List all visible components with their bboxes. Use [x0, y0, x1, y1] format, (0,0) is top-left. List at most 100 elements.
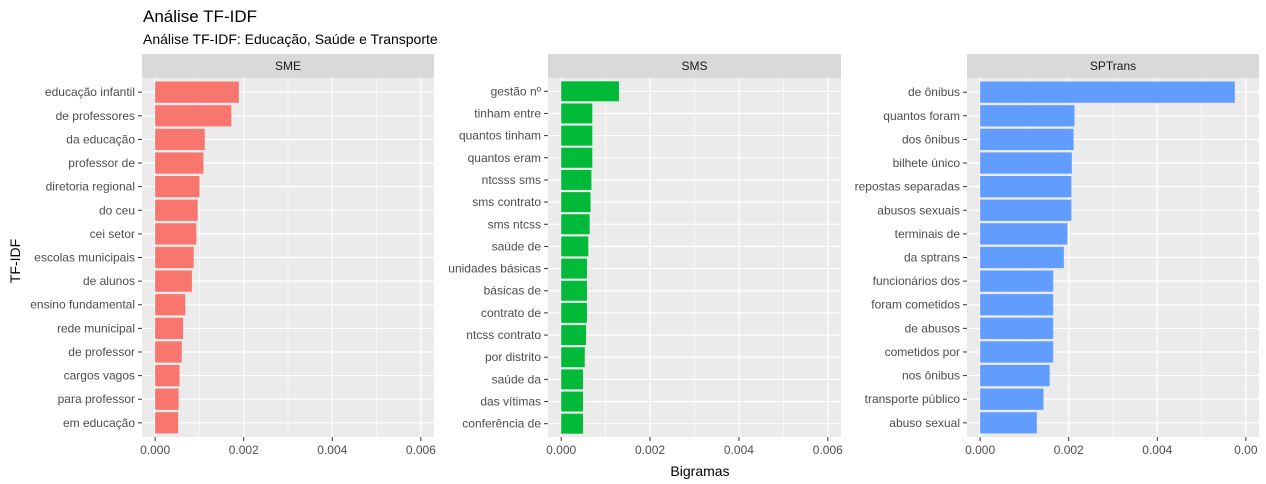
- bar: [980, 341, 1054, 363]
- y-tick-label: tinham entre: [474, 106, 541, 120]
- y-tick-label: quantos tinham: [459, 129, 541, 143]
- y-tick-label: terminais de: [895, 227, 961, 241]
- x-tick-label: 0.000: [546, 443, 576, 457]
- y-tick-label: nos ônibus: [902, 369, 960, 383]
- y-tick-label: saúde da: [492, 372, 542, 386]
- bar: [155, 176, 200, 198]
- y-tick-label: para professor: [58, 392, 135, 406]
- bar: [155, 270, 192, 292]
- y-tick-label: abuso sexual: [889, 416, 960, 430]
- y-tick-label: de abusos: [905, 321, 960, 335]
- bar: [155, 81, 239, 103]
- y-tick-label: de professor: [68, 345, 135, 359]
- bar: [155, 294, 186, 316]
- facet-strip: [967, 54, 1259, 78]
- bar: [980, 270, 1054, 292]
- y-tick-label: das vítimas: [480, 395, 541, 409]
- y-tick-label: cei setor: [90, 227, 135, 241]
- facet-strip-label: SME: [275, 59, 301, 73]
- bar: [155, 199, 198, 221]
- bar: [980, 176, 1072, 198]
- bar: [561, 169, 592, 190]
- x-tick-label: 0.002: [1054, 443, 1084, 457]
- x-tick-label: 0.000: [140, 443, 170, 457]
- bar: [980, 199, 1072, 221]
- bar: [155, 388, 179, 410]
- bar: [980, 317, 1054, 339]
- y-tick-label: bilhete único: [893, 156, 961, 170]
- bar: [561, 214, 590, 235]
- x-tick-label: 0.002: [229, 443, 259, 457]
- bar: [561, 302, 587, 323]
- facets: SME 0.000 0.002 0.004 0.006 educação infantil…: [30, 54, 1259, 457]
- bar: [561, 325, 587, 346]
- y-tick-label: da sptrans: [904, 251, 960, 265]
- bar: [980, 246, 1064, 269]
- x-tick-label: 0.004: [1142, 443, 1172, 457]
- bar: [561, 236, 589, 257]
- y-tick-label: ntcss contrato: [466, 328, 541, 342]
- y-axis-title: TF-IDF: [7, 239, 23, 283]
- y-tick-label: conferência de: [462, 417, 541, 431]
- bar: [980, 364, 1050, 387]
- bar: [561, 369, 583, 390]
- y-tick-label: contrato de: [481, 306, 541, 320]
- x-tick-label: 0.000: [965, 443, 995, 457]
- y-tick-label: quantos eram: [468, 151, 541, 165]
- bar: [561, 280, 587, 301]
- bar: [980, 105, 1075, 127]
- bar: [980, 294, 1054, 316]
- y-tick-label: gestão nº: [491, 84, 542, 98]
- y-tick-label: repostas separadas: [855, 180, 960, 194]
- y-tick-label: da educação: [66, 132, 135, 146]
- y-tick-label: básicas de: [484, 284, 542, 298]
- bar: [980, 388, 1044, 410]
- y-tick-label: de ônibus: [908, 85, 960, 99]
- y-tick-label: quantos foram: [883, 109, 960, 123]
- x-tick-label: 0.00: [1234, 443, 1258, 457]
- bar: [980, 223, 1068, 245]
- facet-strip-label: SPTrans: [1090, 59, 1136, 73]
- y-tick-label: funcionários dos: [873, 274, 960, 288]
- bar: [155, 341, 182, 363]
- y-tick-label: foram cometidos: [871, 298, 960, 312]
- bar: [155, 105, 232, 127]
- y-tick-label: cargos vagos: [64, 369, 135, 383]
- bar: [980, 152, 1072, 174]
- y-tick-label: rede municipal: [57, 321, 135, 335]
- bar: [155, 246, 194, 269]
- bar: [561, 103, 593, 124]
- y-tick-label: por distrito: [485, 350, 541, 364]
- facet-sms: SMS 0.000 0.002 0.004 0.006 gestão nº tinham e…: [448, 54, 843, 457]
- bar: [155, 223, 197, 245]
- chart-title: Análise TF-IDF: [143, 7, 257, 26]
- y-tick-label: de alunos: [83, 274, 135, 288]
- facet-strip-label: SMS: [681, 59, 707, 73]
- y-tick-label: em educação: [63, 416, 135, 430]
- y-tick-label: sms contrato: [472, 195, 541, 209]
- y-tick-label: professor de: [68, 156, 135, 170]
- y-tick-label: ensino fundamental: [30, 298, 135, 312]
- facet-sptrans: SPTrans 0.000 0.002 0.004 0.00 de ônibus quant…: [855, 54, 1259, 457]
- bar: [561, 81, 619, 102]
- y-tick-label: sms ntcss: [488, 217, 541, 231]
- bar: [561, 258, 587, 279]
- y-tick-label: saúde de: [492, 239, 542, 253]
- chart-subtitle: Análise TF-IDF: Educação, Saúde e Transp…: [143, 31, 438, 47]
- bar: [980, 412, 1037, 434]
- y-tick-label: do ceu: [99, 203, 135, 217]
- bar: [155, 317, 184, 339]
- y-tick-label: diretoria regional: [46, 180, 135, 194]
- bar: [561, 413, 583, 434]
- bar: [561, 391, 583, 412]
- x-axis-title: Bigramas: [670, 463, 729, 479]
- y-tick-label: educação infantil: [45, 85, 135, 99]
- facet-strip: [548, 54, 841, 78]
- bar: [561, 125, 593, 146]
- y-tick-label: abusos sexuais: [877, 203, 960, 217]
- y-tick-label: cometidos por: [885, 345, 960, 359]
- facet-strip: [142, 54, 434, 78]
- y-tick-label: unidades básicas: [448, 262, 541, 276]
- x-tick-label: 0.006: [406, 443, 436, 457]
